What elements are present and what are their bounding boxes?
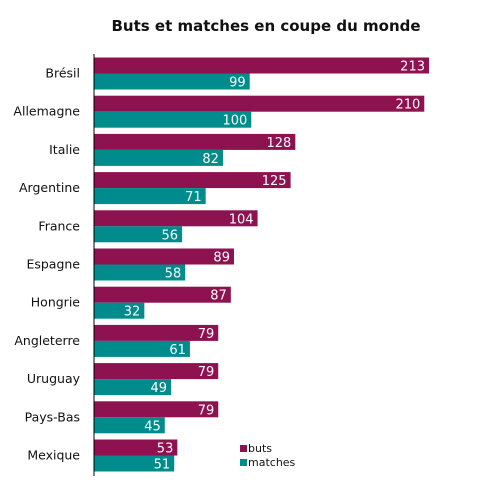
bar-buts bbox=[94, 172, 291, 189]
legend-swatch-matches bbox=[240, 459, 247, 466]
data-label-buts: 104 bbox=[229, 212, 254, 227]
bar-matches bbox=[94, 417, 165, 434]
category-label: Pays-Bas bbox=[25, 409, 80, 424]
legend-swatch-buts bbox=[240, 445, 247, 452]
data-label-matches: 56 bbox=[162, 228, 179, 243]
bar-matches bbox=[94, 379, 172, 396]
legend-label-matches: matches bbox=[248, 456, 296, 469]
bar-matches bbox=[94, 302, 145, 319]
category-label: Brésil bbox=[45, 66, 80, 81]
data-label-buts: 213 bbox=[400, 60, 425, 75]
bar-buts bbox=[94, 324, 219, 341]
data-label-matches: 51 bbox=[154, 458, 171, 473]
bar-matches bbox=[94, 226, 183, 243]
bars-layer: Brésil 213 99 Allemagne 210 100 Italie 128 82 Arg… bbox=[13, 57, 429, 473]
bar-matches bbox=[94, 188, 206, 205]
bar-buts bbox=[94, 439, 178, 456]
bar-buts bbox=[94, 57, 429, 74]
bar-buts bbox=[94, 363, 219, 380]
bar-matches bbox=[94, 111, 252, 128]
legend-label-buts: buts bbox=[248, 442, 272, 455]
category-label: Uruguay bbox=[27, 371, 81, 386]
bar-buts bbox=[94, 248, 234, 265]
data-label-buts: 79 bbox=[198, 403, 215, 418]
bar-buts bbox=[94, 133, 296, 150]
data-label-buts: 210 bbox=[395, 98, 420, 113]
bar-matches bbox=[94, 455, 175, 472]
data-label-buts: 128 bbox=[266, 136, 291, 151]
bar-buts bbox=[94, 210, 258, 227]
category-label: Angleterre bbox=[14, 333, 80, 348]
data-label-matches: 100 bbox=[222, 114, 247, 129]
data-label-matches: 45 bbox=[144, 419, 161, 434]
category-label: Italie bbox=[49, 142, 80, 157]
category-label: Argentine bbox=[19, 180, 80, 195]
data-label-buts: 87 bbox=[210, 289, 227, 304]
data-label-buts: 125 bbox=[262, 174, 287, 189]
data-label-matches: 32 bbox=[124, 305, 141, 320]
data-label-buts: 79 bbox=[198, 365, 215, 380]
category-label: Mexique bbox=[27, 448, 80, 463]
data-label-matches: 71 bbox=[185, 190, 202, 205]
data-label-matches: 82 bbox=[202, 152, 219, 167]
chart-title: Buts et matches en coupe du monde bbox=[111, 17, 420, 35]
data-label-matches: 49 bbox=[151, 381, 168, 396]
data-label-matches: 61 bbox=[169, 343, 186, 358]
bar-buts bbox=[94, 286, 231, 303]
data-label-buts: 53 bbox=[157, 442, 174, 457]
bar-buts bbox=[94, 95, 425, 112]
bar-matches bbox=[94, 264, 186, 281]
data-label-matches: 58 bbox=[165, 267, 182, 282]
category-label: Hongrie bbox=[31, 295, 81, 310]
data-label-matches: 99 bbox=[229, 76, 246, 91]
bar-buts bbox=[94, 401, 219, 418]
category-label: Allemagne bbox=[13, 104, 80, 119]
bar-matches bbox=[94, 340, 190, 357]
data-label-buts: 89 bbox=[213, 251, 230, 266]
category-label: France bbox=[38, 218, 80, 233]
bar-matches bbox=[94, 149, 223, 166]
category-label: Espagne bbox=[26, 257, 80, 272]
data-label-buts: 79 bbox=[198, 327, 215, 342]
bar-matches bbox=[94, 73, 250, 90]
